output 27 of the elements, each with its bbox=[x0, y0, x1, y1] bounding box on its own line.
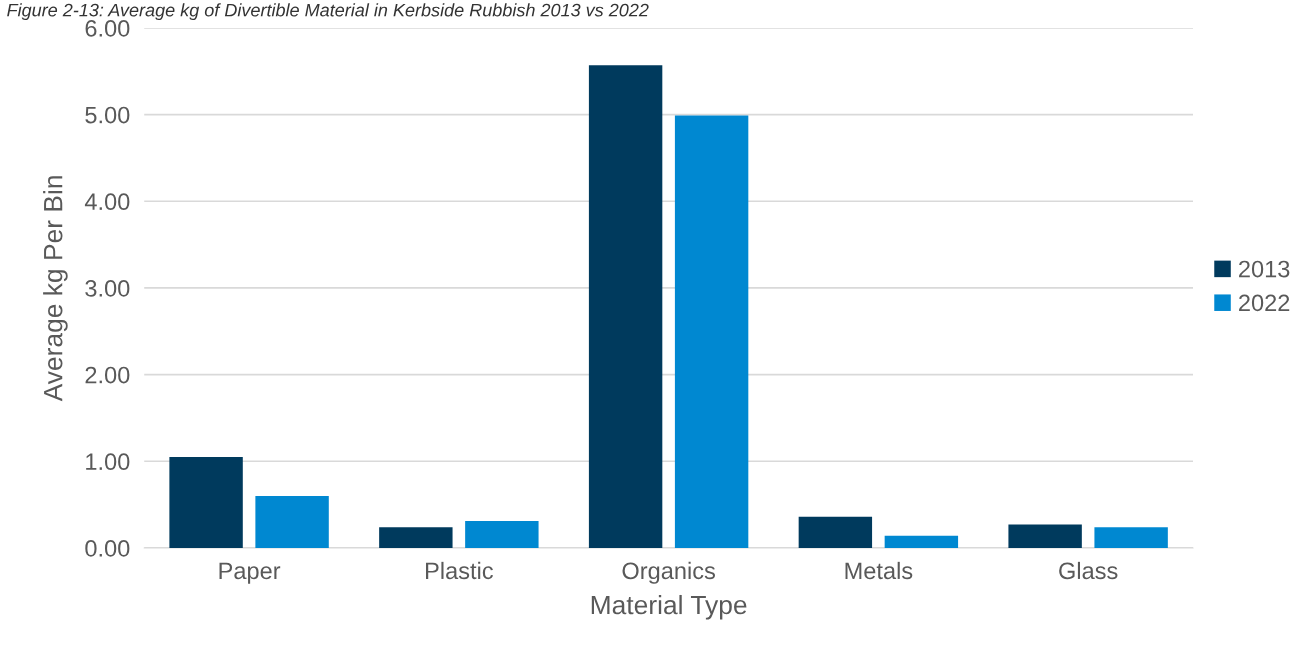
legend-label: 2022 bbox=[1239, 294, 1290, 312]
bar bbox=[884, 535, 959, 548]
y-tick-label: 2.00 bbox=[85, 366, 130, 384]
bar bbox=[1008, 524, 1082, 548]
chart-title: Figure 2-13: Average kg of Divertible Material in Kerbside Rubbish 2013 vs 2022 bbox=[7, 3, 649, 21]
x-tick-label: Plastic bbox=[426, 561, 493, 580]
y-tick-label: 6.00 bbox=[85, 20, 130, 37]
bar bbox=[379, 527, 453, 548]
bar bbox=[169, 456, 243, 548]
y-tick-label: 0.00 bbox=[85, 540, 130, 557]
y-tick-label: 3.00 bbox=[85, 280, 130, 297]
x-tick-label: Organics bbox=[622, 561, 715, 584]
x-axis-title: Material Type bbox=[591, 594, 747, 620]
x-tick-label: Metals bbox=[845, 561, 913, 580]
x-tick-label: Paper bbox=[219, 562, 281, 584]
bar bbox=[674, 115, 749, 548]
x-tick-label: Glass bbox=[1059, 561, 1118, 580]
bar bbox=[798, 516, 873, 548]
bar bbox=[465, 521, 539, 548]
y-tick-label: 4.00 bbox=[84, 193, 130, 211]
y-tick-label: 5.00 bbox=[85, 106, 130, 124]
y-tick-label: 1.00 bbox=[86, 453, 130, 471]
legend-label: 2013 bbox=[1239, 260, 1290, 278]
bar bbox=[588, 65, 663, 548]
y-axis-title: Average kg Per Bin bbox=[43, 176, 68, 402]
bar bbox=[255, 495, 329, 548]
bar bbox=[1094, 527, 1168, 548]
